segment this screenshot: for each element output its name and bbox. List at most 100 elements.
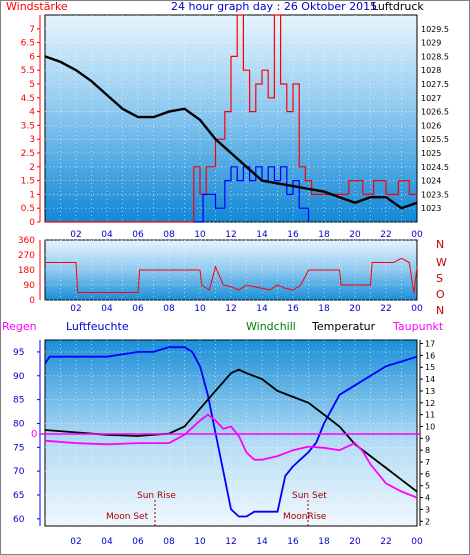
x-tick-label: 14 <box>256 537 268 547</box>
x-tick-label: 02 <box>70 304 81 314</box>
legend-humidity: Luftfeuchte <box>66 320 129 333</box>
x-tick-label: 18 <box>318 230 330 240</box>
direction-tick-label: 270 <box>18 251 35 261</box>
compass-label: W <box>436 256 447 269</box>
temperature-tick-label: 14 <box>425 375 435 384</box>
temperature-tick-label: 12 <box>425 399 435 408</box>
pressure-tick-label: 1025.5 <box>421 135 449 144</box>
x-tick-label: 10 <box>194 537 206 547</box>
pressure-line <box>44 55 418 210</box>
x-tick-label: 02 <box>70 230 81 240</box>
legend-rain: Regen <box>2 320 37 333</box>
wind-axis-title: Windstärke <box>6 0 68 13</box>
wind-tick-label: 1 <box>29 190 35 200</box>
pressure-tick-label: 1027.5 <box>421 80 449 89</box>
compass-label: S <box>436 272 443 285</box>
temperature-tick-label: 15 <box>425 363 435 372</box>
temperature-tick-label: 17 <box>425 340 435 349</box>
wind-tick-label: 3.5 <box>21 121 35 131</box>
x-tick-label: 06 <box>132 230 144 240</box>
dewpoint-line <box>44 413 418 499</box>
temperature-tick-label: 16 <box>425 351 435 360</box>
direction-tick-label: 360 <box>18 236 35 246</box>
x-tick-label: 10 <box>194 304 206 314</box>
x-tick-label: 04 <box>101 537 113 547</box>
moon-set-label: Moon Set <box>106 512 149 522</box>
x-tick-label: 08 <box>163 304 175 314</box>
temperature-tick-label: 11 <box>425 411 435 420</box>
wind-tick-label: 2 <box>29 163 35 173</box>
x-tick-label: 20 <box>349 304 361 314</box>
pressure-tick-label: 1029 <box>421 39 441 48</box>
x-tick-label: 14 <box>256 230 268 240</box>
wind-tick-label: 4.5 <box>21 94 35 104</box>
legend-temperature: Temperatur <box>311 320 376 333</box>
x-tick-label: 16 <box>287 304 299 314</box>
moon-rise-label: MoonRise <box>283 512 327 522</box>
x-tick-label: 14 <box>256 304 268 314</box>
x-tick-label: 18 <box>318 537 330 547</box>
wind-tick-label: 5 <box>29 80 35 90</box>
wind-gust-line <box>45 14 417 223</box>
pressure-tick-label: 1026.5 <box>421 108 449 117</box>
humidity-tick-label: 85 <box>13 396 24 406</box>
grid-lines <box>45 15 417 526</box>
x-tick-label: 20 <box>349 230 361 240</box>
wind-tick-label: 3 <box>29 135 35 145</box>
x-tick-label: 08 <box>163 537 175 547</box>
pressure-tick-label: 1025 <box>421 149 441 158</box>
wind-tick-label: 5.5 <box>21 66 35 76</box>
wind-tick-label: 7 <box>29 25 35 35</box>
temperature-tick-label: 4 <box>425 494 430 503</box>
wind-tick-label: 6 <box>29 52 35 62</box>
panel1-plot-area <box>44 14 418 223</box>
x-tick-label: 16 <box>287 230 299 240</box>
wind-tick-label: 2.5 <box>21 149 35 159</box>
humidity-tick-label: 75 <box>13 443 24 453</box>
humidity-line <box>44 346 418 518</box>
compass-label: O <box>436 288 445 301</box>
legend-windchill: Windchill <box>246 320 296 333</box>
humidity-tick-label: 60 <box>13 515 25 525</box>
pressure-tick-label: 1026 <box>421 121 441 130</box>
wind-direction-line <box>45 257 418 294</box>
chart-title: 24 hour graph day : 26 Oktober 2015 <box>171 0 377 13</box>
temperature-tick-label: 7 <box>425 458 430 467</box>
pressure-tick-label: 1029.5 <box>421 25 449 34</box>
pressure-tick-label: 1024 <box>421 177 441 186</box>
pressure-tick-label: 1023 <box>421 204 441 213</box>
x-tick-label: 04 <box>101 230 113 240</box>
temperature-tick-label: 8 <box>425 446 430 455</box>
pressure-tick-label: 1027 <box>421 94 441 103</box>
x-tick-label: 04 <box>101 304 113 314</box>
wind-avg-line <box>193 166 310 223</box>
rain-zero-label: 0 <box>31 429 37 440</box>
pressure-axis-title: Luftdruck <box>372 0 424 13</box>
compass-label: N <box>436 238 444 251</box>
x-tick-label: 06 <box>132 304 144 314</box>
x-tick-label: 08 <box>163 230 175 240</box>
x-tick-label: 22 <box>380 230 391 240</box>
pressure-tick-label: 1028 <box>421 66 441 75</box>
x-tick-label: 10 <box>194 230 206 240</box>
x-tick-label: 12 <box>225 304 236 314</box>
wind-tick-label: 6.5 <box>21 39 35 49</box>
sun-rise-label: Sun Rise <box>137 491 176 501</box>
direction-tick-label: 90 <box>24 281 36 291</box>
x-tick-label: 00 <box>411 304 423 314</box>
x-tick-label: 12 <box>225 230 236 240</box>
temperature-tick-label: 5 <box>425 482 430 491</box>
legend-dewpoint: Taupunkt <box>392 320 444 333</box>
x-tick-label: 20 <box>349 537 361 547</box>
compass-label: N <box>436 304 444 317</box>
x-tick-label: 02 <box>70 537 81 547</box>
temperature-tick-label: 3 <box>425 505 430 514</box>
direction-tick-label: 0 <box>29 296 35 306</box>
temperature-tick-label: 9 <box>425 434 430 443</box>
x-tick-label: 00 <box>411 537 423 547</box>
wind-tick-label: 1.5 <box>21 177 35 187</box>
wind-tick-label: 0 <box>29 218 35 228</box>
